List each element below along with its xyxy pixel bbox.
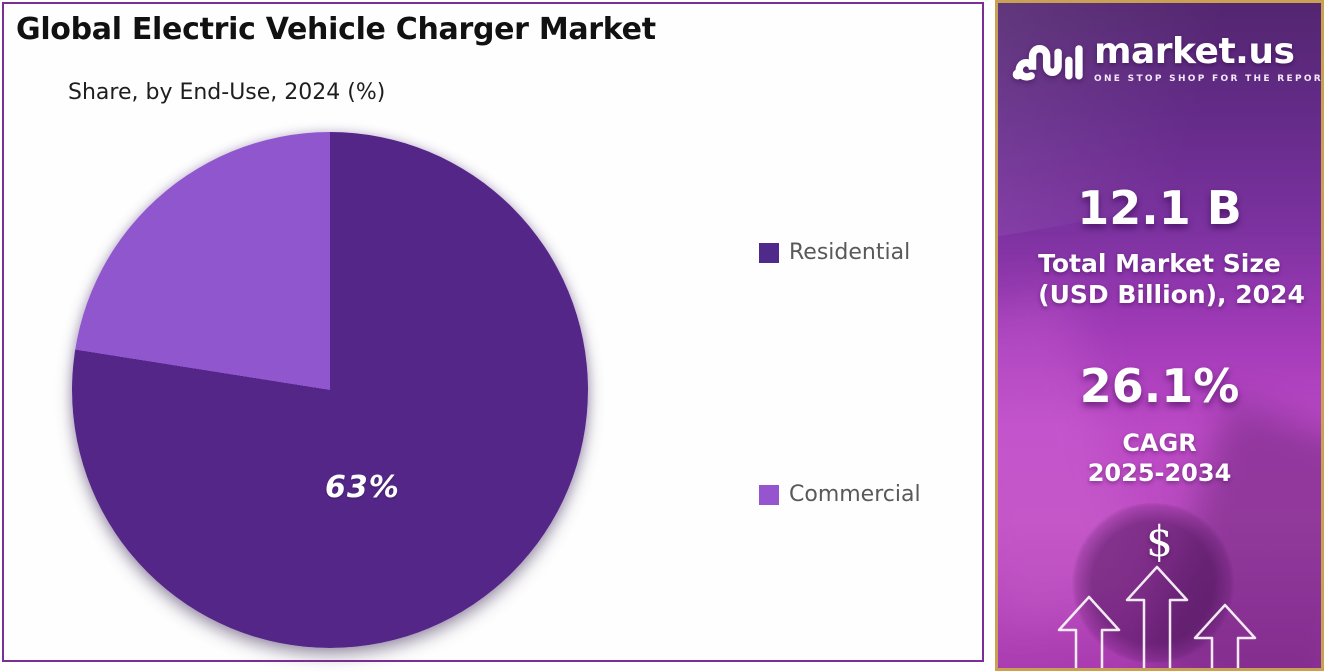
up-arrow-icon [1193,603,1257,668]
legend-swatch-residential [759,242,779,263]
stat-market-size-label-line2: (USD Billion), 2024 [1038,279,1305,309]
up-arrow-icon [1057,595,1121,668]
pie-chart: 63% [72,132,588,648]
stat-market-size-label: Total Market Size (USD Billion), 2024 [998,248,1321,311]
legend-item-residential: Residential [759,240,910,265]
stat-total-market-size: 12.1 B Total Market Size (USD Billion), … [998,183,1321,310]
legend-label-residential: Residential [789,240,911,265]
up-arrow-icon [1125,565,1189,668]
chart-title: Global Electric Vehicle Charger Market [16,12,656,47]
stat-cagr: 26.1% CAGR 2025-2034 [998,361,1321,488]
brand-tagline: ONE STOP SHOP FOR THE REPORTS [1094,74,1324,84]
brand-logo: market.us ONE STOP SHOP FOR THE REPORTS [1011,29,1321,89]
dollar-icon: $ [1146,517,1173,566]
stat-cagr-value: 26.1% [1079,359,1240,413]
brand-name: market.us [1094,31,1295,72]
stat-cagr-label-line2: 2025-2034 [1087,458,1232,487]
marketus-logo-icon [1012,45,1083,81]
brand-text-block: market.us ONE STOP SHOP FOR THE REPORTS [1094,31,1324,85]
legend-item-commercial: Commercial [759,482,921,507]
stat-market-size-label-line1: Total Market Size [1038,248,1281,278]
stat-cagr-label-line1: CAGR [1122,428,1197,457]
pie-slice-data-label: 63% [325,470,400,505]
chart-panel: Global Electric Vehicle Charger Market S… [2,2,984,662]
brand-sidebar: market.us ONE STOP SHOP FOR THE REPORTS … [995,0,1324,671]
legend-label-commercial: Commercial [789,482,921,507]
chart-subtitle: Share, by End-Use, 2024 (%) [68,80,386,105]
stat-cagr-label: CAGR 2025-2034 [998,428,1321,488]
stat-market-size-value: 12.1 B [1077,181,1242,235]
legend-swatch-commercial [759,484,779,505]
